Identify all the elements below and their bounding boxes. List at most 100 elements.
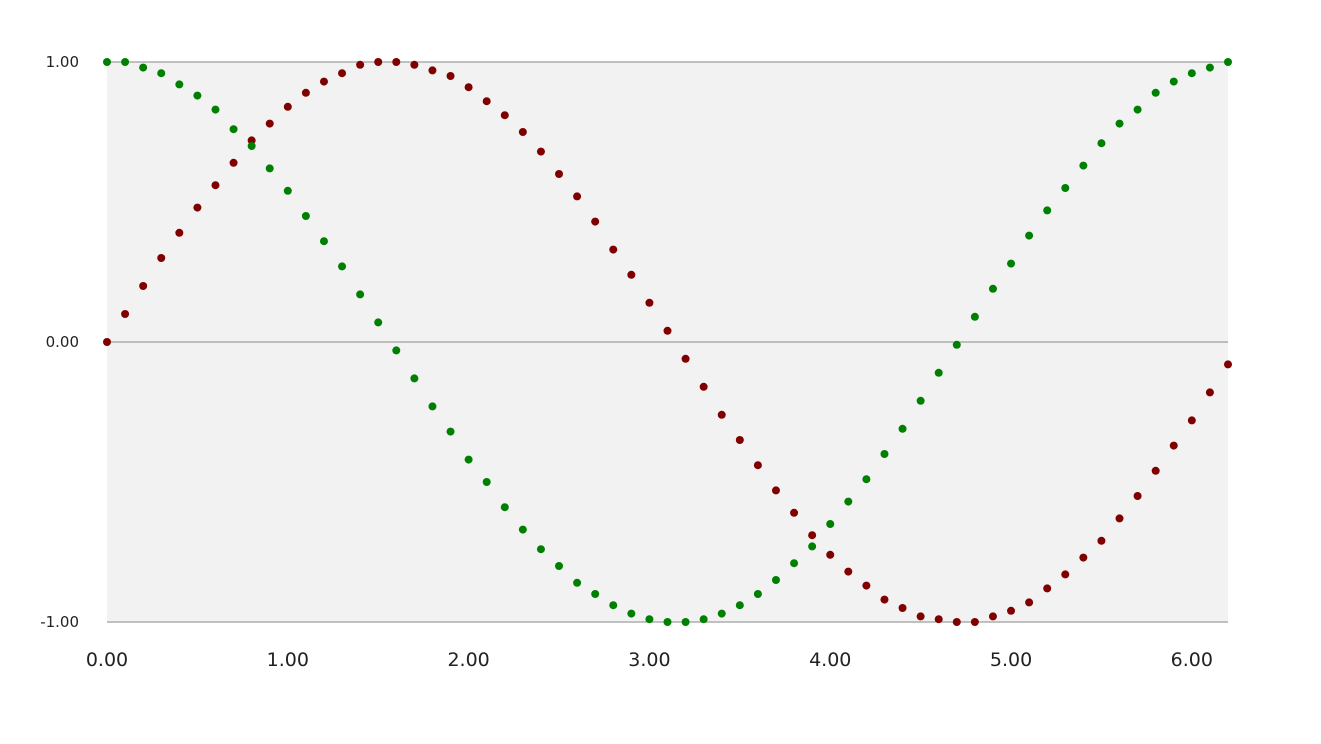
data-point <box>645 298 654 307</box>
data-point <box>518 525 527 534</box>
data-point <box>555 562 564 570</box>
data-point <box>988 284 997 293</box>
data-point <box>283 102 292 111</box>
data-point <box>1097 139 1106 148</box>
data-point <box>265 164 274 173</box>
data-point <box>1169 441 1178 450</box>
data-point <box>1187 69 1196 78</box>
data-point <box>193 203 202 212</box>
data-point <box>374 58 383 66</box>
data-point <box>428 66 437 75</box>
x-tick-label: 2.00 <box>447 649 489 671</box>
data-point <box>898 424 907 433</box>
data-point <box>265 119 274 128</box>
data-point <box>1097 536 1106 545</box>
data-point <box>753 461 762 470</box>
data-point <box>573 578 582 587</box>
data-point <box>826 550 835 559</box>
data-point <box>1043 584 1052 593</box>
data-point <box>970 312 979 321</box>
data-point <box>410 60 419 69</box>
series-0 <box>103 58 1232 626</box>
data-point <box>699 615 708 624</box>
data-point <box>1025 598 1034 607</box>
data-point <box>301 212 310 220</box>
data-point <box>952 618 961 626</box>
data-point <box>175 228 184 237</box>
data-point <box>1151 88 1160 97</box>
series-group <box>103 58 1232 626</box>
data-point <box>1133 105 1142 114</box>
data-point <box>518 128 527 136</box>
data-point <box>536 545 545 554</box>
data-point <box>898 604 907 612</box>
data-point <box>753 590 762 598</box>
data-point <box>1007 259 1016 268</box>
data-point <box>175 80 184 89</box>
data-point <box>844 497 853 506</box>
data-point <box>681 618 690 626</box>
data-point <box>229 158 238 167</box>
data-point <box>735 436 744 444</box>
data-point <box>338 262 347 271</box>
data-point <box>410 374 419 383</box>
data-point <box>482 97 491 106</box>
data-point <box>500 111 509 120</box>
data-point <box>952 340 961 349</box>
data-point <box>1224 58 1232 66</box>
data-point <box>1115 119 1124 128</box>
data-point <box>283 186 292 195</box>
data-point <box>1169 77 1178 86</box>
data-point <box>609 601 618 610</box>
data-point <box>645 615 654 624</box>
data-point <box>121 310 130 318</box>
data-point <box>880 450 889 458</box>
data-point <box>916 612 925 621</box>
data-point <box>771 486 780 495</box>
y-tick-label: -1.00 <box>40 613 79 631</box>
x-tick-label: 6.00 <box>1171 649 1213 671</box>
data-point <box>880 595 889 604</box>
data-point <box>790 508 799 517</box>
x-tick-label: 3.00 <box>628 649 670 671</box>
data-point <box>428 402 437 411</box>
data-point <box>1205 388 1214 397</box>
data-point <box>392 346 401 355</box>
data-point <box>808 531 817 540</box>
data-point <box>1224 360 1232 369</box>
data-point <box>862 581 871 590</box>
data-point <box>500 503 509 512</box>
data-point <box>916 396 925 405</box>
data-point <box>319 237 328 246</box>
data-point <box>446 427 455 436</box>
data-point <box>338 69 347 78</box>
data-point <box>808 542 817 551</box>
data-point <box>247 142 256 150</box>
data-point <box>735 601 744 610</box>
x-tick-label: 0.00 <box>86 649 128 671</box>
data-point <box>934 615 943 624</box>
data-point <box>1025 231 1034 240</box>
data-point <box>555 170 564 178</box>
data-point <box>771 576 780 584</box>
data-point <box>157 69 166 78</box>
data-point <box>392 58 401 66</box>
y-tick-label: 1.00 <box>46 53 79 71</box>
data-point <box>790 559 799 568</box>
x-tick-label: 5.00 <box>990 649 1032 671</box>
data-point <box>1115 514 1124 523</box>
data-point <box>591 217 600 226</box>
data-point <box>1043 206 1052 215</box>
data-point <box>1151 466 1160 475</box>
data-point <box>609 245 618 254</box>
data-point <box>247 136 256 145</box>
data-point <box>934 368 943 377</box>
data-point <box>663 618 672 626</box>
data-point <box>591 590 600 598</box>
data-point <box>1061 570 1070 579</box>
data-point <box>211 105 220 114</box>
data-point <box>988 612 997 621</box>
data-point <box>1079 553 1088 562</box>
data-point <box>663 326 672 335</box>
